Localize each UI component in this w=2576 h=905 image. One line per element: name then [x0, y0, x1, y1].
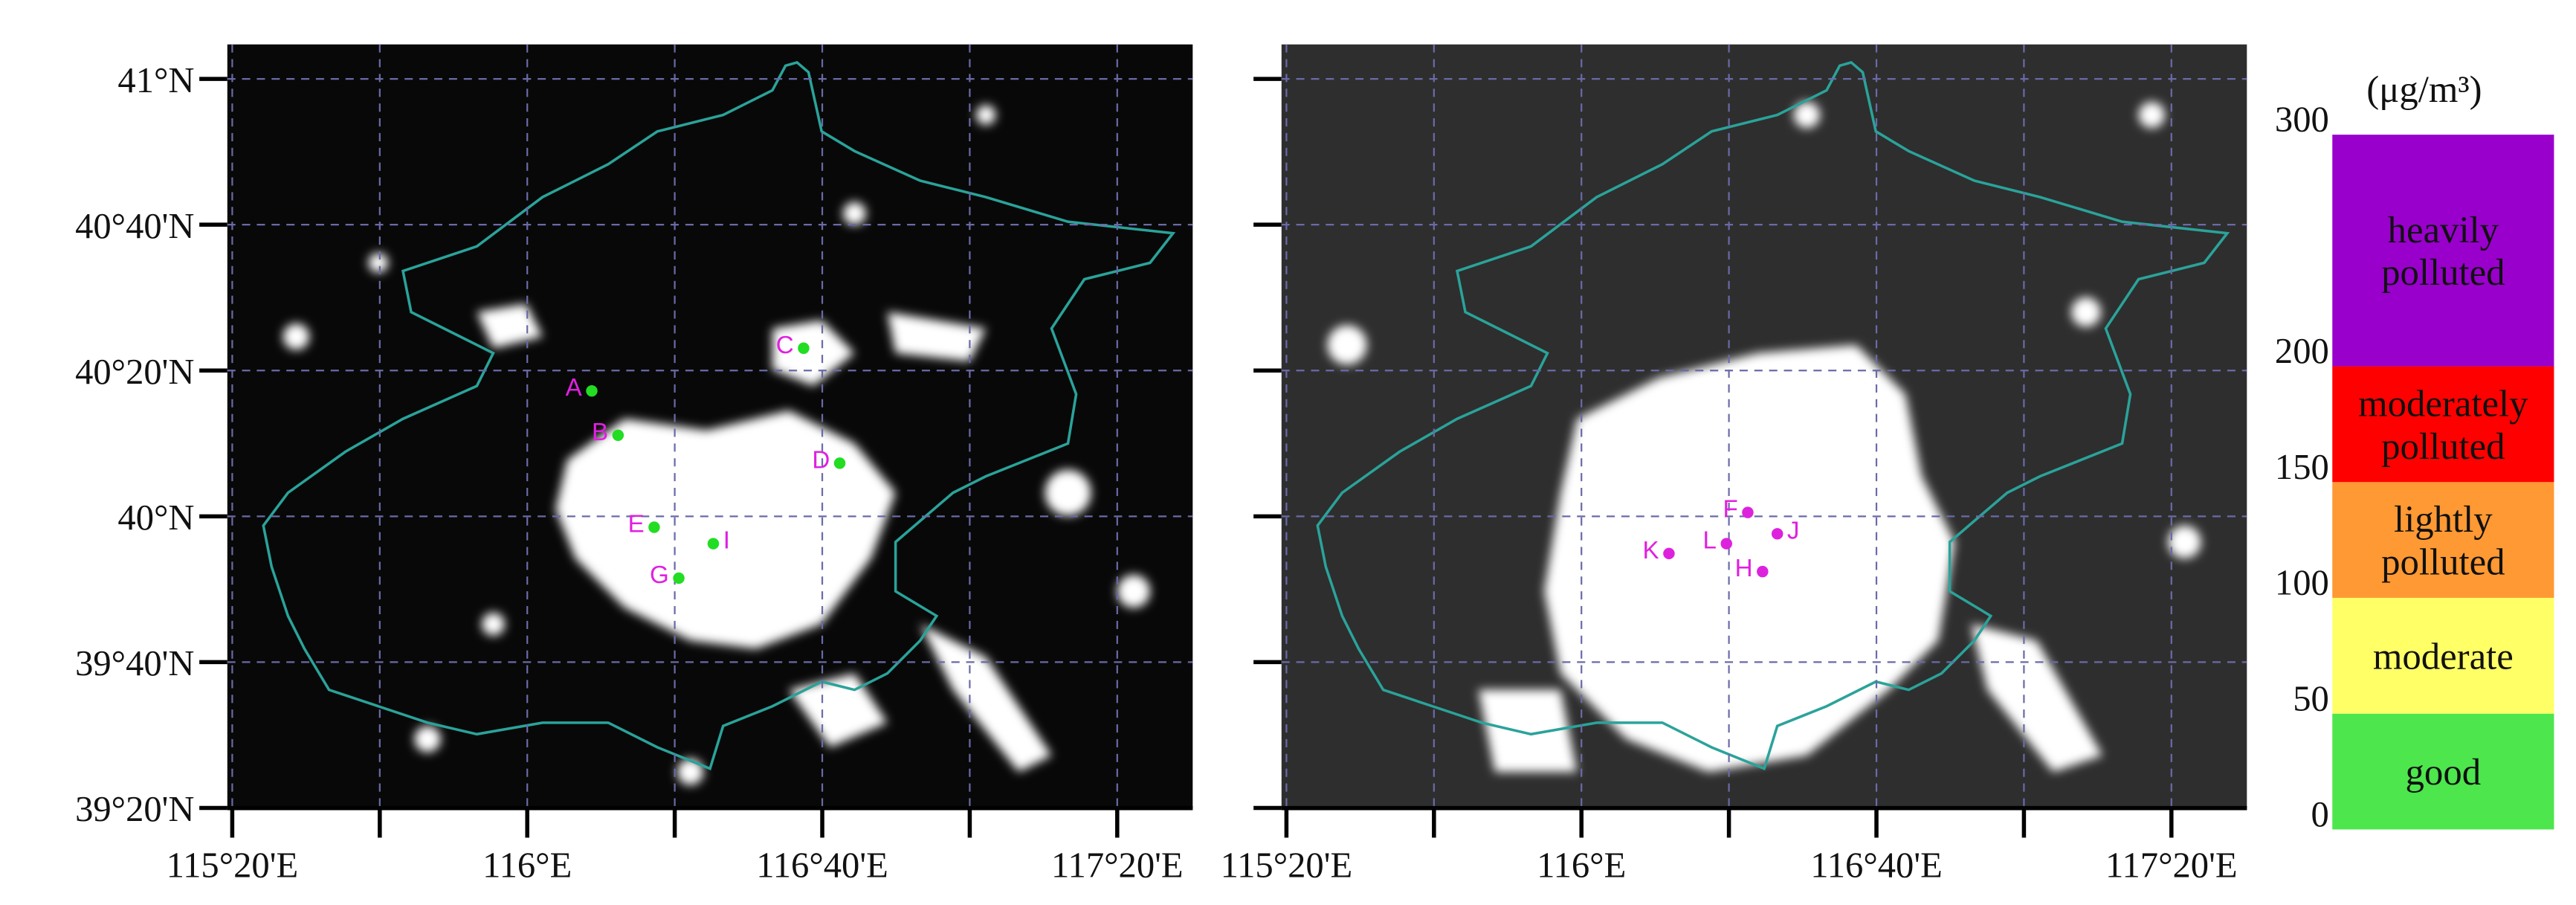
- site-marker: [707, 538, 720, 550]
- x-tick-label: 117°20'E: [2105, 845, 2238, 885]
- site-label: B: [592, 419, 608, 446]
- x-tick-label: 117°20'E: [1051, 845, 1183, 885]
- x-tick-label: 116°40'E: [756, 845, 888, 885]
- site-marker: [833, 457, 846, 469]
- site-marker: [612, 429, 624, 442]
- site-label: C: [776, 332, 794, 359]
- site-label: H: [1735, 555, 1753, 582]
- colorbar-level-label: polluted: [2381, 425, 2505, 467]
- site-marker: [798, 342, 810, 354]
- colorbar-tick-label: 100: [2275, 563, 2329, 603]
- colorbar-segment: [2332, 366, 2554, 483]
- site-marker: [673, 572, 685, 584]
- colorbar-tick-label: 150: [2275, 447, 2329, 487]
- colorbar-level-label: moderate: [2373, 635, 2514, 677]
- y-tick-label: 39°20'N: [75, 789, 194, 829]
- site-label: K: [1643, 537, 1659, 564]
- site-marker: [1742, 506, 1754, 518]
- colorbar-tick-label: 50: [2293, 678, 2329, 718]
- site-marker: [1663, 547, 1675, 560]
- colorbar-level-label: polluted: [2381, 251, 2505, 293]
- colorbar-tick-label: 200: [2275, 331, 2329, 371]
- colorbar-level-label: heavily: [2388, 209, 2499, 251]
- site-label: F: [1723, 496, 1737, 524]
- colorbar-tick-label: 0: [2311, 794, 2329, 834]
- y-tick-label: 41°N: [117, 60, 194, 100]
- site-marker: [586, 384, 598, 397]
- colorbar-tick-label: 300: [2275, 100, 2329, 140]
- site-label: D: [812, 446, 830, 474]
- y-tick-label: 40°N: [117, 497, 194, 538]
- site-label: L: [1703, 527, 1717, 555]
- site-label: I: [723, 527, 730, 555]
- colorbar-level-label: polluted: [2381, 541, 2505, 582]
- colorbar-segment: [2332, 482, 2554, 598]
- site-marker: [648, 521, 660, 533]
- colorbar-segment: [2332, 713, 2554, 830]
- x-tick-label: 116°40'E: [1810, 845, 1943, 885]
- site-marker: [1757, 565, 1769, 578]
- y-tick-label: 39°40'N: [75, 643, 194, 683]
- x-tick-label: 115°20'E: [167, 845, 299, 885]
- y-tick-label: 40°40'N: [75, 206, 194, 246]
- site-label: E: [628, 511, 645, 538]
- site-marker: [1720, 538, 1732, 550]
- colorbar-segment: [2332, 597, 2554, 714]
- site-label: G: [650, 561, 669, 589]
- x-tick-label: 115°20'E: [1221, 845, 1353, 885]
- site-label: A: [566, 374, 583, 402]
- colorbar-level-label: moderately: [2358, 382, 2528, 424]
- site-marker: [1771, 528, 1783, 540]
- y-tick-label: 40°20'N: [75, 352, 194, 392]
- x-tick-label: 116°E: [1537, 845, 1626, 885]
- site-label: J: [1787, 517, 1800, 544]
- colorbar-segment: [2332, 135, 2554, 367]
- x-tick-label: 116°E: [482, 845, 572, 885]
- colorbar-unit: (μg/m³): [2366, 68, 2482, 110]
- colorbar-level-label: lightly: [2394, 498, 2493, 540]
- night-light-map: [227, 44, 1193, 808]
- night-light-map: [1281, 44, 2247, 808]
- colorbar-level-label: good: [2406, 751, 2482, 793]
